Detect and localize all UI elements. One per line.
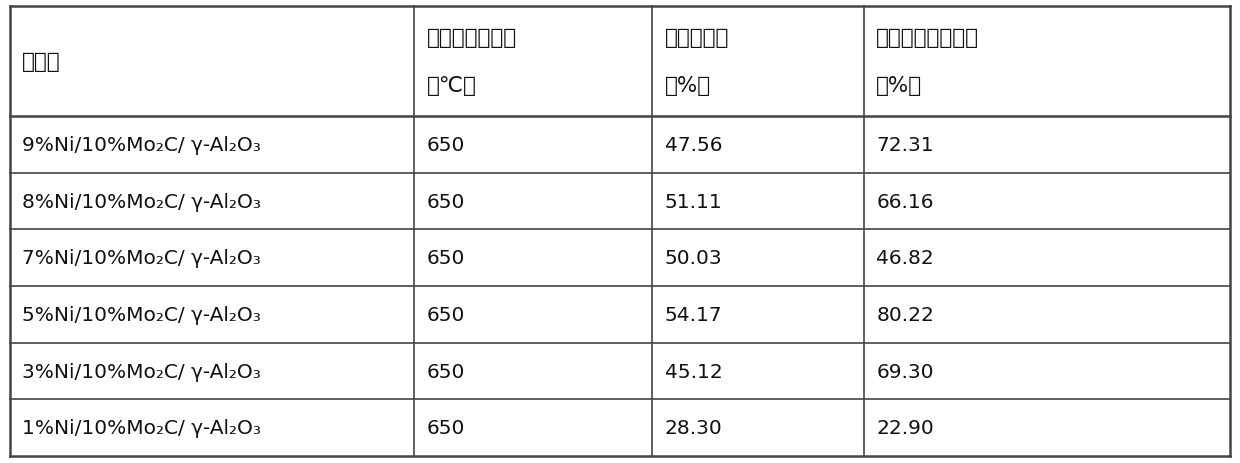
Text: 7%Ni/10%Mo₂C/ γ-Al₂O₃: 7%Ni/10%Mo₂C/ γ-Al₂O₃: [22, 249, 262, 268]
Text: 偶化剂床层温度: 偶化剂床层温度: [427, 28, 517, 48]
Text: 650: 650: [427, 192, 465, 211]
Text: 47.56: 47.56: [665, 136, 722, 155]
Text: （℃）: （℃）: [427, 76, 476, 96]
Text: 66.16: 66.16: [877, 192, 934, 211]
Text: （%）: （%）: [665, 76, 711, 96]
Text: 45.12: 45.12: [665, 362, 722, 381]
Text: 54.17: 54.17: [665, 305, 722, 324]
Text: 偶化剂: 偶化剂: [22, 52, 61, 72]
Text: 22.90: 22.90: [877, 418, 934, 437]
Text: 产物中氢气的含量: 产物中氢气的含量: [877, 28, 980, 48]
Text: 69.30: 69.30: [877, 362, 934, 381]
Text: 80.22: 80.22: [877, 305, 934, 324]
Text: 5%Ni/10%Mo₂C/ γ-Al₂O₃: 5%Ni/10%Mo₂C/ γ-Al₂O₃: [22, 305, 262, 324]
Text: （%）: （%）: [877, 76, 923, 96]
Text: 3%Ni/10%Mo₂C/ γ-Al₂O₃: 3%Ni/10%Mo₂C/ γ-Al₂O₃: [22, 362, 262, 381]
Text: 51.11: 51.11: [665, 192, 722, 211]
Text: 甲烷转化率: 甲烷转化率: [665, 28, 729, 48]
Text: 46.82: 46.82: [877, 249, 934, 268]
Text: 9%Ni/10%Mo₂C/ γ-Al₂O₃: 9%Ni/10%Mo₂C/ γ-Al₂O₃: [22, 136, 262, 155]
Text: 50.03: 50.03: [665, 249, 722, 268]
Text: 8%Ni/10%Mo₂C/ γ-Al₂O₃: 8%Ni/10%Mo₂C/ γ-Al₂O₃: [22, 192, 262, 211]
Text: 1%Ni/10%Mo₂C/ γ-Al₂O₃: 1%Ni/10%Mo₂C/ γ-Al₂O₃: [22, 418, 262, 437]
Text: 650: 650: [427, 418, 465, 437]
Text: 650: 650: [427, 305, 465, 324]
Text: 650: 650: [427, 249, 465, 268]
Text: 28.30: 28.30: [665, 418, 722, 437]
Text: 72.31: 72.31: [877, 136, 934, 155]
Text: 650: 650: [427, 362, 465, 381]
Text: 650: 650: [427, 136, 465, 155]
